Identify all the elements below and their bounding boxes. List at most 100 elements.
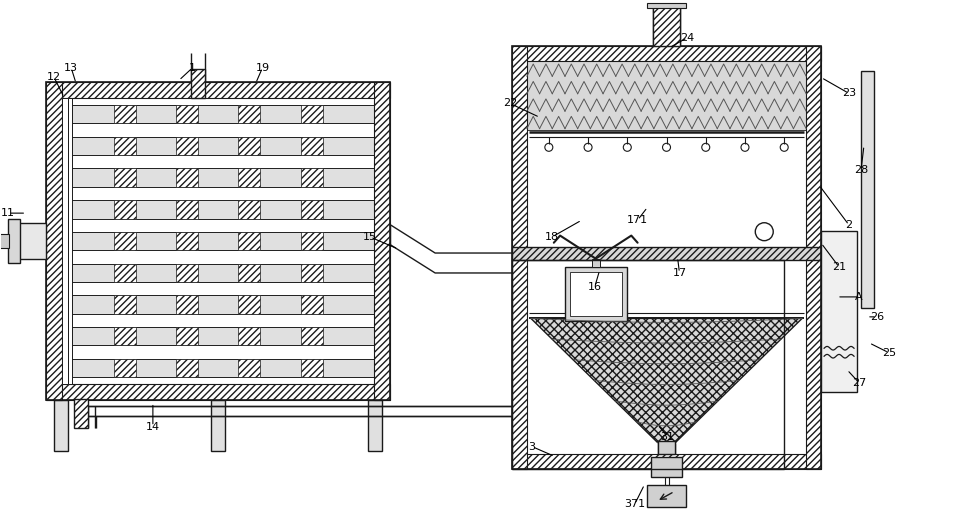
Bar: [212, 400, 225, 451]
Text: A: A: [855, 292, 863, 302]
Bar: [62, 327, 374, 345]
Text: 27: 27: [852, 377, 866, 387]
Bar: [176, 137, 198, 155]
Text: 22: 22: [503, 98, 518, 109]
Bar: [62, 264, 374, 282]
Bar: [512, 260, 821, 469]
Bar: [512, 46, 527, 469]
Bar: [176, 169, 198, 187]
Text: 23: 23: [842, 88, 856, 99]
Bar: [239, 295, 260, 313]
Text: 17: 17: [673, 268, 686, 278]
Bar: [512, 46, 821, 469]
Bar: [54, 400, 68, 451]
Bar: [176, 295, 198, 313]
Bar: [301, 169, 322, 187]
Text: 31: 31: [660, 432, 675, 442]
Bar: [62, 200, 374, 218]
Bar: [301, 295, 322, 313]
Bar: [114, 327, 136, 345]
Bar: [647, 3, 686, 8]
Bar: [114, 295, 136, 313]
Bar: [114, 200, 136, 218]
Bar: [374, 82, 390, 400]
Bar: [512, 46, 821, 60]
Bar: [861, 71, 874, 308]
Bar: [301, 137, 322, 155]
Bar: [74, 398, 88, 427]
Text: 21: 21: [832, 262, 846, 272]
Bar: [62, 359, 374, 377]
Bar: [62, 137, 374, 155]
Bar: [301, 264, 322, 282]
Bar: [239, 169, 260, 187]
Bar: [114, 169, 136, 187]
Text: 12: 12: [47, 72, 61, 82]
Text: 25: 25: [882, 348, 896, 358]
Bar: [301, 359, 322, 377]
Bar: [190, 69, 205, 98]
Bar: [176, 359, 198, 377]
Bar: [647, 486, 686, 507]
Text: 1: 1: [189, 62, 196, 72]
Bar: [651, 457, 683, 477]
Bar: [62, 98, 374, 384]
Bar: [68, 98, 72, 384]
Bar: [62, 295, 374, 313]
Bar: [114, 359, 136, 377]
Text: 28: 28: [854, 165, 868, 175]
Bar: [512, 247, 821, 260]
Bar: [114, 137, 136, 155]
Bar: [653, 4, 681, 46]
Bar: [47, 384, 390, 400]
Bar: [527, 60, 806, 455]
Bar: [114, 264, 136, 282]
Bar: [239, 200, 260, 218]
Bar: [368, 400, 383, 451]
Text: 3: 3: [528, 442, 535, 452]
Bar: [176, 105, 198, 123]
Bar: [62, 98, 68, 384]
Bar: [62, 105, 374, 123]
Bar: [591, 259, 600, 267]
Text: 171: 171: [627, 215, 649, 225]
Bar: [176, 200, 198, 218]
Bar: [9, 219, 20, 263]
Polygon shape: [531, 318, 802, 443]
Bar: [18, 223, 47, 259]
Bar: [301, 232, 322, 250]
Bar: [239, 105, 260, 123]
Bar: [570, 271, 621, 317]
Text: 18: 18: [545, 232, 559, 242]
Text: 19: 19: [255, 62, 270, 72]
Text: 2: 2: [846, 220, 853, 230]
Bar: [657, 440, 676, 455]
Text: 13: 13: [64, 62, 78, 72]
Text: 15: 15: [363, 232, 378, 242]
Bar: [301, 327, 322, 345]
Bar: [62, 232, 374, 250]
Bar: [821, 230, 857, 392]
Text: 26: 26: [870, 312, 884, 322]
Bar: [239, 359, 260, 377]
Bar: [47, 82, 390, 98]
Text: 371: 371: [624, 499, 645, 509]
Bar: [176, 264, 198, 282]
Text: 16: 16: [587, 282, 602, 292]
Text: 11: 11: [1, 208, 16, 218]
Bar: [239, 232, 260, 250]
Bar: [512, 260, 784, 469]
Bar: [114, 105, 136, 123]
Text: 14: 14: [146, 422, 160, 432]
Bar: [527, 60, 806, 130]
Bar: [0, 234, 10, 248]
Bar: [301, 200, 322, 218]
Bar: [47, 82, 390, 400]
Bar: [239, 137, 260, 155]
Bar: [176, 327, 198, 345]
Bar: [47, 82, 62, 400]
Bar: [114, 232, 136, 250]
Text: 24: 24: [681, 33, 694, 43]
Bar: [62, 169, 374, 187]
Bar: [176, 232, 198, 250]
